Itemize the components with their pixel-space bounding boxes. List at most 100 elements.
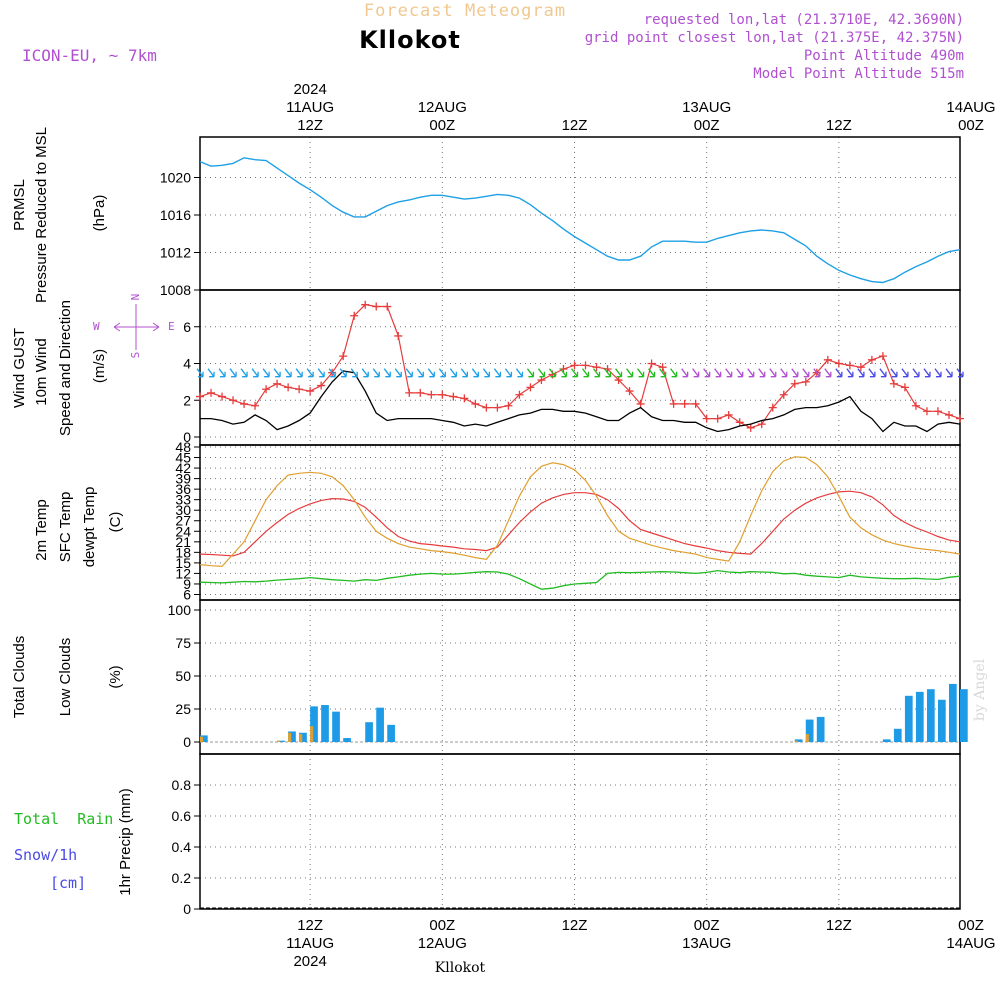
wind-arrow	[923, 368, 931, 378]
wind-frame	[199, 289, 961, 446]
ytick-label: 100	[168, 602, 192, 618]
wind-arrow	[769, 368, 777, 378]
wind-arrow	[449, 368, 457, 378]
top-tick-label: 11AUG	[286, 99, 334, 116]
total-cloud-bar	[904, 695, 913, 742]
wind-arrow	[372, 368, 380, 378]
gust-marker	[460, 394, 469, 403]
gust-marker	[262, 385, 271, 394]
wind-arrow	[747, 368, 755, 378]
wind-arrow	[460, 368, 468, 378]
total-cloud-bar	[948, 683, 957, 742]
wind-arrow	[593, 368, 601, 378]
wind-arrow	[912, 368, 920, 378]
ytick-label: 0	[183, 901, 191, 917]
wind-arrow	[405, 368, 413, 378]
low-cloud-bar	[277, 740, 281, 742]
total-cloud-bar	[926, 689, 935, 742]
wind-arrow	[637, 368, 645, 378]
ytick-label: 75	[175, 635, 191, 651]
wind-arrow	[438, 368, 446, 378]
bottom-tick-label: 12AUG	[418, 935, 467, 952]
ytick-label: 12	[175, 565, 191, 581]
gust-marker	[273, 379, 282, 388]
gust-marker	[956, 414, 964, 423]
wind-arrow	[416, 368, 424, 378]
gust-marker	[669, 399, 678, 408]
wind-arrow	[758, 368, 766, 378]
low-cloud-bar	[794, 740, 798, 742]
gust-marker	[427, 390, 436, 399]
gust-marker	[218, 392, 227, 401]
pressure-axes: 1008 1012 1016 1020	[160, 136, 961, 298]
super-title: Forecast Meteogram	[364, 1, 566, 21]
ytick-label: 0.4	[172, 839, 192, 855]
ytick-label: 36	[175, 481, 191, 497]
gust-marker	[900, 383, 909, 392]
gust-marker	[471, 399, 480, 408]
bottom-tick-label: 00Z	[429, 917, 455, 934]
precip-frame	[199, 753, 961, 910]
total-cloud-bar	[915, 691, 924, 742]
wind-arrow	[934, 368, 942, 378]
compass-rose: N S W E	[93, 294, 175, 359]
gust-marker	[933, 407, 942, 416]
top-tick-label: 00Z	[958, 117, 984, 134]
wind-arrow	[802, 368, 810, 378]
ytick-label: 21	[175, 534, 191, 550]
wind-arrow	[945, 368, 953, 378]
gust-marker	[383, 302, 392, 311]
wind-arrow	[791, 368, 799, 378]
top-tick-label: 2024	[293, 81, 326, 98]
wind-arrow	[824, 368, 832, 378]
ytick-label: 15	[175, 555, 191, 571]
wind-arrow	[615, 368, 623, 378]
clouds-axes: 0 25 50 75 100	[168, 599, 961, 755]
wind-arrow	[284, 368, 292, 378]
bottom-tick-label: 12Z	[297, 917, 323, 934]
wind-label: 10m Wind	[33, 338, 50, 406]
gust-marker	[944, 410, 953, 419]
gust-marker	[702, 414, 711, 423]
gust-marker	[504, 401, 513, 410]
top-tick-label: 12Z	[297, 117, 323, 134]
gust-marker	[240, 399, 249, 408]
gust-marker	[922, 407, 931, 416]
ytick-label: 30	[175, 502, 191, 518]
gust-marker	[746, 423, 755, 432]
gust-marker	[449, 392, 458, 401]
rain-label: Total Rain	[14, 810, 113, 828]
ytick-label: 0.2	[172, 870, 192, 886]
gust-marker	[834, 359, 843, 368]
wind-arrow	[229, 368, 237, 378]
ytick-label: 9	[183, 576, 191, 592]
t2m-line	[199, 490, 961, 557]
gust-line	[199, 304, 961, 429]
wind-arrow	[427, 368, 435, 378]
low-cloud-bar	[805, 734, 809, 742]
pressure-line	[199, 157, 961, 284]
ytick-label: 45	[175, 450, 191, 466]
total-cloud-bar	[960, 689, 968, 742]
total-cloud-bar	[882, 739, 891, 742]
ytick-label: 42	[175, 460, 191, 476]
wind-speed-line	[200, 370, 961, 433]
total-cloud-bar	[376, 707, 384, 742]
footer-location: Kllokot	[435, 960, 486, 976]
gust-marker	[691, 399, 700, 408]
bottom-tick-label: 13AUG	[682, 935, 731, 952]
ytick-label: 0	[183, 429, 191, 445]
wind-arrow	[703, 368, 711, 378]
bottom-tick-label: 2024	[293, 953, 326, 970]
gust-marker	[658, 363, 667, 372]
total-cloud-bar	[794, 739, 803, 742]
wind-arrow	[361, 368, 369, 378]
ytick-label: 1008	[160, 282, 191, 298]
grid-point-coords: grid point closest lon,lat (21.375E, 42.…	[585, 30, 964, 46]
wind-arrow	[813, 368, 821, 378]
point-altitude: Point Altitude 490m	[804, 48, 964, 64]
gust-marker	[680, 399, 689, 408]
snow-unit-label: [cm]	[50, 874, 86, 892]
